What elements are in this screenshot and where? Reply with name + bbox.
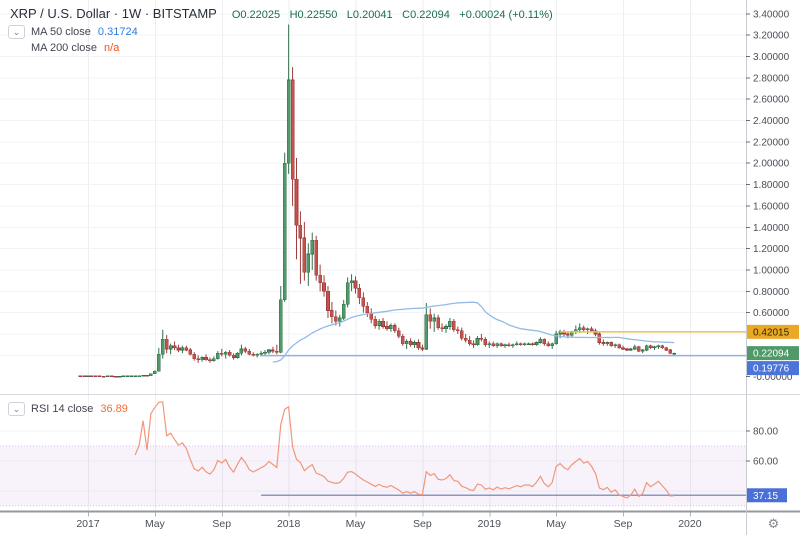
svg-text:1.80000: 1.80000 — [753, 180, 790, 191]
candlestick-series — [78, 24, 676, 378]
legend-rsi-row: ⌄ RSI 14 close 36.89 — [8, 402, 128, 416]
ohlc-readout: O0.22025 H0.22550 L0.20041 C0.22094 +0.0… — [227, 5, 553, 23]
rsi-value: 36.89 — [100, 403, 128, 415]
svg-text:3.00000: 3.00000 — [753, 52, 790, 63]
svg-text:80.00: 80.00 — [753, 427, 778, 438]
svg-text:2.00000: 2.00000 — [753, 159, 790, 170]
svg-text:2.80000: 2.80000 — [753, 73, 790, 84]
gear-icon[interactable]: ⚙ — [767, 516, 780, 531]
symbol-title[interactable]: XRP / U.S. Dollar · 1W · BITSTAMP — [10, 6, 217, 21]
svg-text:May: May — [145, 518, 166, 530]
legend-ma200-row: MA 200 close n/a — [8, 42, 119, 54]
ma200-label[interactable]: MA 200 close — [31, 42, 98, 54]
ohlc-low: L0.20041 — [346, 9, 393, 21]
svg-text:0.42015: 0.42015 — [753, 327, 790, 338]
svg-text:2017: 2017 — [76, 518, 100, 530]
svg-text:37.15: 37.15 — [753, 491, 778, 502]
svg-text:3.20000: 3.20000 — [753, 31, 790, 42]
svg-text:2.40000: 2.40000 — [753, 116, 790, 127]
svg-text:2018: 2018 — [277, 518, 301, 530]
axis-price-labels: 0.42015 0.22094 0.19776 37.15 — [747, 324, 799, 503]
ohlc-open: O0.22025 — [231, 9, 281, 21]
svg-text:1.00000: 1.00000 — [753, 265, 790, 276]
svg-text:1.60000: 1.60000 — [753, 201, 790, 212]
rsi-band — [0, 445, 746, 507]
svg-text:1.40000: 1.40000 — [753, 223, 790, 234]
svg-text:0.60000: 0.60000 — [753, 308, 790, 319]
rsi-level-label — [747, 488, 787, 503]
ray-price-label — [747, 324, 799, 339]
svg-text:Sep: Sep — [212, 518, 231, 530]
ma50-value: 0.31724 — [97, 26, 138, 38]
svg-text:0.80000: 0.80000 — [753, 287, 790, 298]
svg-text:Sep: Sep — [413, 518, 432, 530]
ohlc-close: C0.22094 — [402, 9, 450, 21]
ohlc-high: H0.22550 — [289, 9, 338, 21]
svg-text:Sep: Sep — [614, 518, 633, 530]
time-axis[interactable]: 2017 May Sep 2018 May Sep 2019 May Sep 2020 — [76, 512, 702, 531]
svg-text:1.20000: 1.20000 — [753, 244, 790, 255]
svg-text:May: May — [546, 518, 567, 530]
support-price-label — [747, 361, 799, 376]
ma50-line — [272, 301, 675, 363]
svg-text:0.19776: 0.19776 — [753, 364, 790, 375]
svg-text:60.00: 60.00 — [753, 457, 778, 468]
svg-text:May: May — [346, 518, 367, 530]
ma50-label[interactable]: MA 50 close — [31, 26, 91, 38]
rsi-label[interactable]: RSI 14 close — [31, 403, 94, 415]
rsi-dropdown-button[interactable]: ⌄ — [8, 402, 25, 416]
rsi-line — [134, 401, 675, 499]
price-axis[interactable]: 3.40000 3.20000 3.00000 2.80000 2.60000 2.400… — [746, 9, 793, 468]
svg-text:3.40000: 3.40000 — [753, 9, 790, 20]
grid-lines — [0, 0, 746, 511]
ma50-dropdown-button[interactable]: ⌄ — [8, 25, 25, 39]
legend-ma50-row: ⌄ MA 50 close 0.31724 — [8, 25, 138, 39]
svg-text:0.22094: 0.22094 — [753, 349, 790, 360]
ohlc-change: +0.00024 (+0.11%) — [459, 9, 553, 21]
symbol-header: XRP / U.S. Dollar · 1W · BITSTAMP O0.220… — [10, 5, 553, 23]
svg-text:-0.00000: -0.00000 — [753, 372, 793, 383]
svg-text:2.20000: 2.20000 — [753, 137, 790, 148]
svg-text:2020: 2020 — [678, 518, 702, 530]
last-price-label — [747, 346, 799, 361]
svg-text:2.60000: 2.60000 — [753, 95, 790, 106]
svg-text:2019: 2019 — [478, 518, 502, 530]
ma200-value: n/a — [104, 42, 120, 54]
